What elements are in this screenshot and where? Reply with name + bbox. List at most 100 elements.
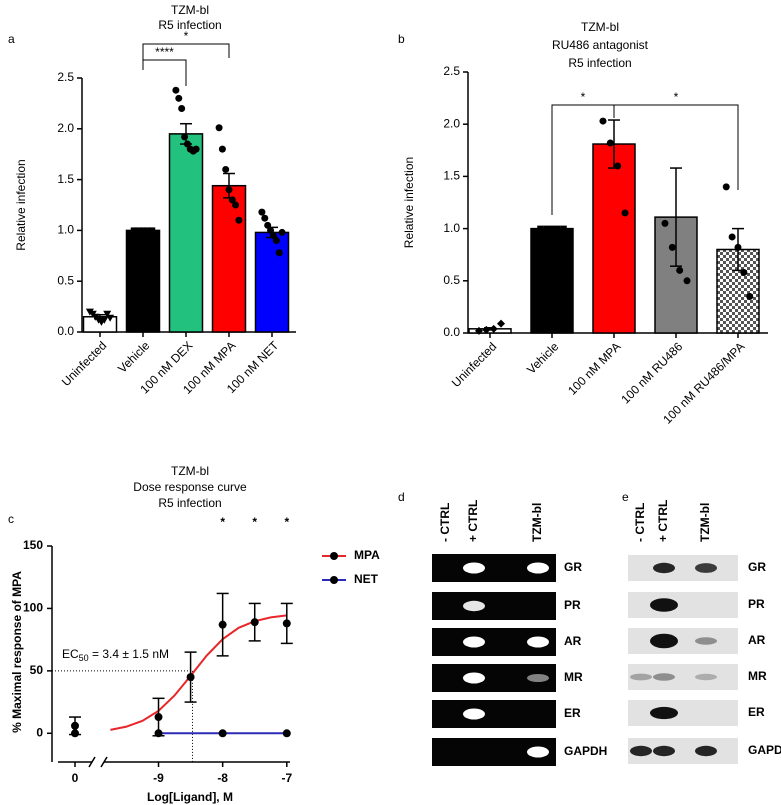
band — [650, 706, 678, 720]
ec50-label: EC50 = 3.4 ± 1.5 nM — [62, 647, 169, 663]
lane-label: TZM-bl — [530, 503, 544, 542]
band — [653, 745, 675, 757]
point — [154, 713, 163, 722]
point — [734, 243, 742, 251]
point — [549, 225, 555, 232]
point — [537, 225, 544, 232]
point — [135, 227, 142, 234]
significance-label: * — [674, 90, 679, 104]
blot-strip — [432, 700, 556, 728]
x-tick-label: -7 — [281, 771, 292, 785]
point — [106, 314, 115, 322]
point — [282, 729, 291, 738]
point — [140, 227, 146, 234]
band — [630, 673, 652, 681]
point — [746, 292, 754, 300]
point — [543, 225, 550, 232]
y-tick-label: 1.0 — [57, 223, 74, 237]
band — [463, 672, 485, 684]
point — [728, 233, 736, 241]
bar — [592, 143, 636, 334]
point — [235, 216, 243, 224]
band — [630, 745, 652, 757]
bar — [168, 133, 204, 333]
significance-bracket — [613, 104, 739, 190]
point — [554, 225, 561, 232]
band — [463, 562, 485, 574]
bar — [211, 184, 247, 333]
point — [144, 227, 151, 234]
point — [218, 729, 227, 738]
x-tick-label: Vehicle — [115, 338, 152, 375]
point — [676, 266, 684, 274]
y-axis-label: % Maximal response of MPA — [10, 571, 24, 733]
point — [264, 221, 272, 229]
x-axis-label: Log[Ligand], M — [147, 790, 233, 804]
point — [278, 228, 286, 236]
panel-letter: b — [398, 32, 405, 46]
point — [154, 729, 163, 738]
significance-label: * — [252, 515, 257, 529]
point — [272, 237, 280, 245]
blot-strip — [628, 628, 738, 654]
point — [668, 243, 676, 251]
significance-label: **** — [155, 45, 174, 59]
lane-label: - CTRL — [633, 503, 647, 542]
blot-strip — [628, 664, 738, 690]
y-tick-label: 0 — [36, 725, 43, 739]
y-axis-label: Relative infection — [402, 157, 416, 248]
row-label: AR — [564, 634, 582, 648]
band — [695, 673, 717, 681]
band — [653, 673, 675, 681]
point — [482, 325, 491, 334]
band — [463, 600, 485, 612]
x-tick-label: 0 — [72, 771, 79, 785]
significance-bracket — [142, 59, 187, 86]
blot-strip — [432, 592, 556, 620]
row-label: ER — [564, 706, 581, 720]
row-label: GR — [564, 560, 582, 574]
point — [225, 186, 233, 194]
x-tick-label: Uninfected — [59, 338, 109, 388]
point — [192, 145, 200, 153]
y-tick-label: 1.5 — [443, 169, 460, 183]
point — [275, 249, 283, 257]
axis-break-mark — [100, 756, 108, 768]
legend-marker — [330, 552, 338, 560]
point — [71, 729, 79, 738]
point — [614, 162, 622, 170]
chart-title: Dose response curve — [133, 480, 247, 494]
y-tick-label: 150 — [23, 538, 43, 552]
point — [172, 86, 180, 94]
point — [661, 219, 669, 227]
band — [527, 746, 549, 758]
row-label: GR — [748, 560, 766, 574]
panel-letter: d — [398, 490, 405, 504]
chart-title: TZM-bl — [171, 464, 209, 478]
point — [474, 326, 483, 335]
point — [683, 277, 691, 285]
point — [149, 227, 156, 234]
point — [282, 619, 291, 628]
point — [489, 324, 498, 333]
point — [103, 310, 112, 318]
point — [606, 139, 614, 147]
point — [218, 620, 227, 629]
lane-label: - CTRL — [438, 503, 452, 542]
x-tick-label: Vehicle — [524, 339, 561, 376]
chart-title: R5 infection — [568, 56, 631, 70]
row-label: AR — [748, 633, 766, 647]
band — [463, 708, 485, 720]
point — [215, 124, 223, 132]
legend-label: NET — [354, 572, 379, 586]
band — [695, 563, 717, 573]
chart-title: RU486 antagonist — [552, 38, 649, 52]
lane-label: TZM-bl — [698, 503, 712, 542]
point — [261, 214, 269, 222]
chart-title: TZM-bl — [171, 3, 209, 17]
point — [186, 673, 195, 682]
x-tick-label: 100 nM RU486 — [618, 339, 685, 406]
y-tick-label: 0.5 — [443, 273, 460, 287]
